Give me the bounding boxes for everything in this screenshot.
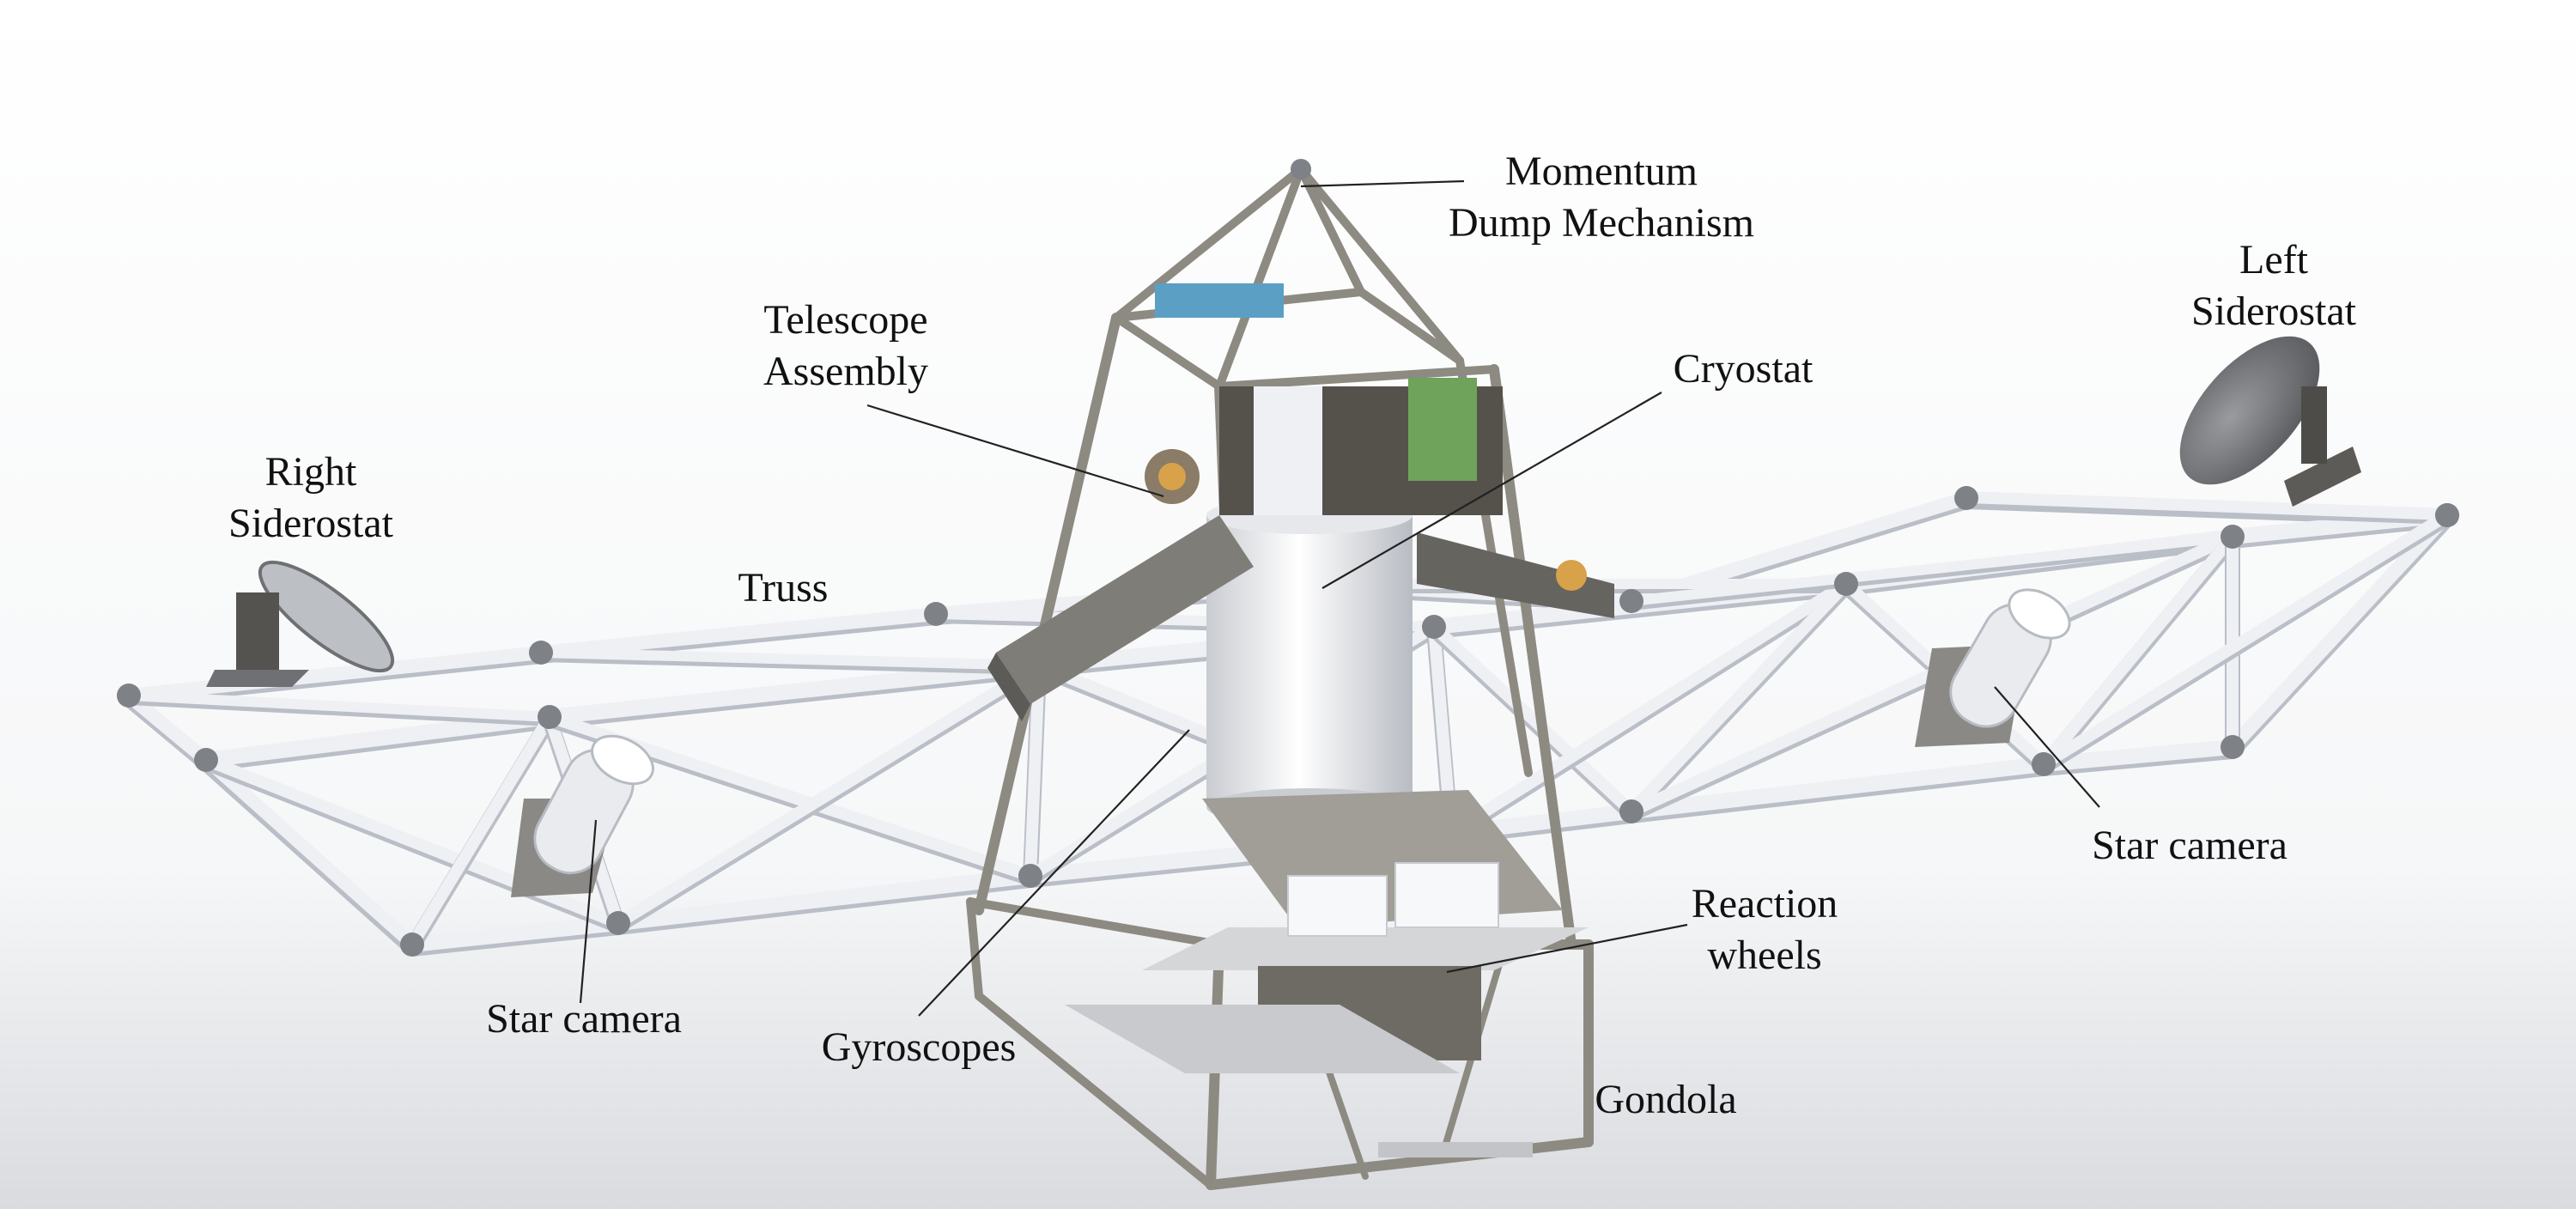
label-gyroscopes-text: Gyroscopes	[821, 1024, 1017, 1070]
label-reaction-wheels-line-2: wheels	[1707, 933, 1822, 978]
tower-leg	[1489, 364, 1577, 950]
leader-cryostat	[1321, 392, 1662, 589]
leader-momentum-dump	[1300, 179, 1465, 188]
leader-reaction-wheels	[1446, 923, 1688, 974]
leader-star-camera-left	[1994, 686, 2100, 808]
truss-chord-bottom	[1624, 756, 2051, 819]
label-star-camera-right-text: Star camera	[486, 996, 682, 1042]
right-siderostat-mirror	[206, 560, 395, 687]
gondola-deck	[1065, 790, 1589, 1157]
truss-node	[1619, 799, 1643, 823]
truss-node	[2221, 525, 2245, 549]
truss-chord-front	[198, 709, 557, 768]
truss-node	[1291, 159, 1311, 179]
label-momentum-dump-line-1: Momentum	[1504, 149, 1698, 194]
truss-chord-bottom	[611, 868, 1038, 931]
label-reaction-wheels-line-1: Reaction	[1691, 881, 1838, 926]
truss-diagonal	[2038, 509, 2453, 770]
truss-node	[2435, 503, 2459, 527]
truss-chord-bottom	[404, 915, 626, 952]
truss-vertical	[200, 754, 418, 951]
truss-vertical	[2038, 531, 2239, 770]
gondola-leg	[966, 897, 983, 1000]
tower-leg	[974, 313, 1121, 915]
frame-top-rail	[1215, 365, 1498, 391]
label-left-siderostat-line-2: Siderostat	[2191, 289, 2356, 334]
left-siderostat-mirror	[2179, 336, 2361, 507]
truss-diagonal	[536, 647, 1044, 671]
truss-vertical	[1024, 659, 1045, 882]
instrument-boxes	[1155, 283, 1503, 515]
truss-node	[924, 602, 948, 626]
label-star-camera-right: Star camera	[486, 993, 682, 1045]
truss-end-strut	[122, 689, 213, 767]
label-right-siderostat-line-2: Siderostat	[228, 501, 393, 546]
truss-chord-top	[122, 646, 548, 702]
label-gondola-text: Gondola	[1595, 1077, 1737, 1122]
pyramid-strut	[1215, 165, 1305, 391]
label-momentum-dump-line-2: Dump Mechanism	[1449, 200, 1754, 246]
truss-vertical	[1625, 578, 1852, 817]
label-telescope-assembly: Telescope Assembly	[763, 295, 928, 398]
truss-node	[1619, 589, 1643, 613]
truss-chord-top	[534, 607, 943, 659]
truss-diagonal	[124, 690, 555, 722]
leader-star-camera-right	[579, 819, 598, 1004]
pyramid-strut	[1297, 165, 1365, 296]
label-gondola: Gondola	[1595, 1074, 1736, 1126]
label-truss: Truss	[738, 562, 829, 614]
truss-node	[538, 705, 562, 729]
cryostat-electronics	[1417, 532, 1614, 618]
truss-node	[2032, 752, 2056, 776]
label-right-siderostat: Right Siderostat	[228, 447, 393, 550]
frame-top-rail	[1357, 288, 1464, 365]
label-star-camera-left-text: Star camera	[2092, 823, 2287, 868]
label-gyroscopes: Gyroscopes	[822, 1022, 1017, 1073]
truss-diagonal	[1961, 493, 2452, 520]
truss-node	[2221, 735, 2245, 759]
truss-diagonal	[1445, 578, 1852, 839]
truss-node	[1954, 486, 1978, 510]
label-star-camera-left: Star camera	[2092, 820, 2287, 872]
frame-top-rail	[1112, 313, 1224, 391]
leader-telescope-assembly	[866, 404, 1164, 498]
truss-node	[400, 933, 424, 957]
truss-chord-bottom	[2036, 739, 2240, 772]
label-cryostat: Cryostat	[1674, 343, 1814, 395]
label-cryostat-text: Cryostat	[1673, 346, 1814, 392]
truss-diagonal	[200, 754, 624, 929]
truss-node	[1018, 864, 1042, 888]
star-camera-left-body	[1915, 588, 2071, 747]
pyramid-strut	[1297, 165, 1464, 365]
label-momentum-dump-mechanism: Momentum Dump Mechanism	[1449, 146, 1754, 249]
label-right-siderostat-line-1: Right	[264, 449, 357, 495]
label-reaction-wheels: Reaction wheels	[1692, 878, 1838, 981]
pyramid-strut	[1112, 165, 1305, 322]
truss-node	[529, 641, 553, 665]
truss-chord-front	[542, 658, 1047, 725]
truss-node	[1834, 572, 1858, 596]
truss-node	[606, 911, 630, 935]
telescope-tube	[987, 449, 1254, 721]
truss-end-strut	[2226, 508, 2454, 754]
truss-node	[117, 683, 141, 708]
label-left-siderostat-line-1: Left	[2239, 237, 2308, 283]
gondola-rail	[975, 992, 1215, 1189]
label-left-siderostat: Left Siderostat	[2191, 234, 2356, 337]
truss-diagonal	[1626, 532, 2238, 606]
truss-diagonal	[612, 659, 1045, 929]
truss-diagonal	[1428, 621, 1637, 817]
label-telescope-assembly-line-1: Telescope	[763, 297, 928, 343]
label-truss-text: Truss	[738, 565, 829, 611]
leader-lines	[579, 179, 2100, 1017]
truss-node	[1422, 615, 1446, 639]
truss-diagonal	[406, 711, 556, 951]
gondola-rail	[966, 897, 1224, 949]
truss-node	[194, 748, 218, 772]
label-telescope-assembly-line-2: Assembly	[763, 349, 928, 394]
leader-gyroscopes	[918, 729, 1190, 1017]
